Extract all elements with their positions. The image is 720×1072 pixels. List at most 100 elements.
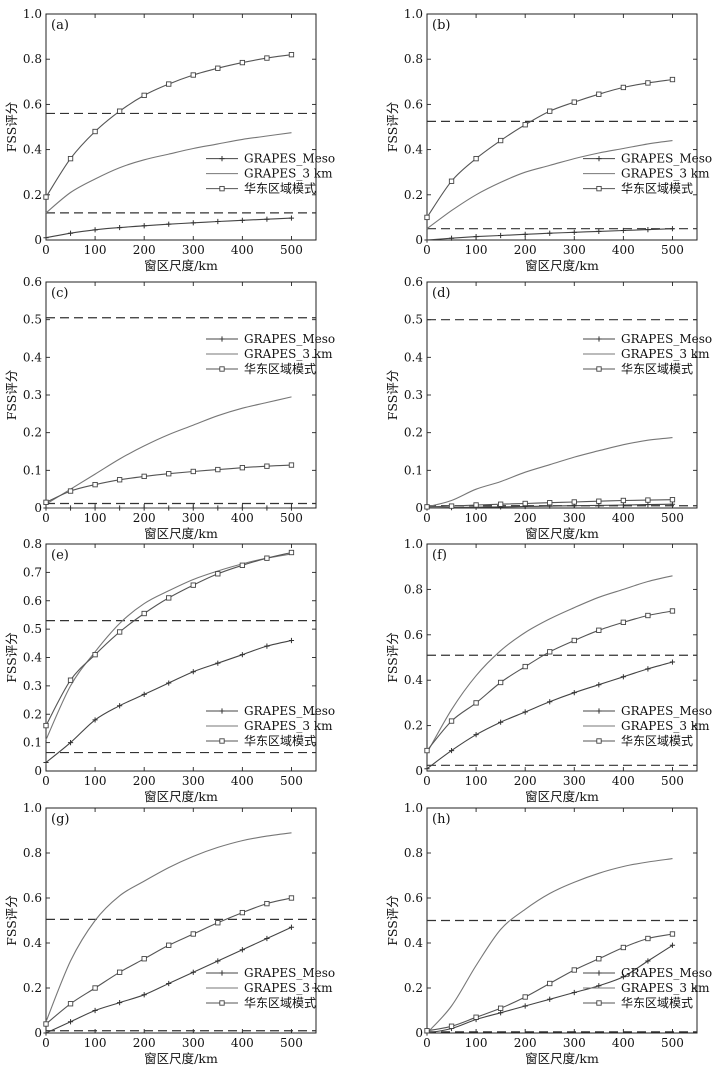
y-tick-label: 0.4 [23, 143, 42, 157]
x-tick-label: 200 [133, 511, 156, 525]
legend-label-meso: GRAPES_Meso [621, 704, 712, 718]
data-point-east-china [67, 677, 74, 683]
y-tick-label: 1.0 [23, 7, 42, 21]
data-point-meso [43, 235, 49, 241]
plot-frame [45, 807, 317, 1034]
y-tick-label: 0.4 [404, 350, 423, 364]
y-tick-label: 0 [34, 764, 42, 778]
y-tick-label: 0.1 [404, 463, 423, 477]
data-point-meso [669, 942, 676, 948]
x-tick-label: 200 [133, 1036, 156, 1050]
data-point-east-china [141, 473, 147, 480]
panel-label: (a) [51, 18, 69, 33]
plot-frame [45, 13, 317, 241]
data-point-east-china [571, 99, 577, 105]
data-point-meso [473, 732, 479, 738]
legend-label-east-china: 华东区域模式 [244, 734, 316, 748]
data-point-east-china [448, 718, 455, 724]
data-point-meso [166, 680, 172, 686]
data-point-east-china [264, 900, 270, 907]
legend-label-3km: GRAPES_3 km [244, 167, 333, 181]
series-line-3km [426, 140, 673, 230]
y-tick-label: 0 [34, 233, 42, 247]
y-tick-label: 0.4 [404, 143, 423, 157]
data-point-east-china [669, 931, 676, 937]
data-point-meso [620, 227, 626, 234]
x-tick-label: 400 [612, 1036, 635, 1050]
legend-label-meso: GRAPES_Meso [244, 152, 335, 166]
x-tick-label: 300 [563, 243, 586, 257]
y-tick-label: 0.2 [404, 719, 423, 733]
data-point-east-china [547, 500, 553, 506]
data-point-east-china [522, 994, 528, 1000]
data-point-meso [620, 974, 626, 980]
legend-label-meso: GRAPES_Meso [244, 966, 335, 980]
data-point-meso [645, 502, 651, 508]
data-point-east-china [43, 1021, 49, 1027]
x-axis-label: 窗区尺度/km [525, 258, 599, 273]
data-point-east-china [596, 956, 602, 962]
data-point-east-china [288, 462, 295, 468]
data-point-meso [166, 980, 172, 987]
y-tick-label: 0.2 [23, 426, 42, 440]
data-point-meso [288, 637, 295, 644]
plot-frame [426, 13, 698, 241]
data-point-meso [571, 989, 577, 996]
x-tick-label: 400 [231, 243, 254, 257]
y-tick-label: 0.6 [404, 628, 423, 642]
data-point-east-china [448, 178, 455, 184]
y-tick-label: 0.1 [23, 736, 42, 750]
x-tick-label: 200 [514, 243, 537, 257]
y-tick-label: 0.5 [404, 313, 423, 327]
panel-label: (g) [51, 812, 69, 827]
data-point-meso [620, 674, 626, 680]
data-point-meso [141, 223, 147, 229]
x-tick-label: 200 [133, 774, 156, 788]
data-point-east-china [547, 980, 553, 987]
data-point-east-china [141, 610, 147, 617]
legend-marker-east-china [596, 366, 602, 372]
x-tick-label: 100 [465, 774, 488, 788]
data-point-east-china [473, 502, 479, 508]
data-point-east-china [215, 920, 221, 926]
legend-label-east-china: 华东区域模式 [244, 996, 316, 1010]
y-tick-label: 0.6 [23, 275, 42, 289]
data-point-east-china [215, 571, 221, 577]
data-point-meso [522, 1003, 528, 1009]
data-point-meso [669, 501, 676, 507]
y-tick-label: 0.8 [23, 537, 42, 551]
x-axis-label: 窗区尺度/km [144, 526, 218, 541]
x-tick-label: 400 [612, 774, 635, 788]
x-tick-label: 0 [423, 243, 431, 257]
legend-label-east-china: 华东区域模式 [621, 182, 693, 196]
legend-label-3km: GRAPES_3 km [621, 981, 710, 995]
y-tick-label: 0 [415, 501, 423, 515]
data-point-meso [498, 719, 504, 725]
data-point-meso [67, 230, 74, 236]
legend-label-meso: GRAPES_Meso [621, 966, 712, 980]
x-tick-label: 500 [661, 1036, 684, 1050]
y-tick-label: 0 [415, 764, 423, 778]
data-point-east-china [264, 463, 270, 469]
x-tick-label: 300 [563, 511, 586, 525]
x-tick-label: 200 [133, 243, 156, 257]
y-tick-label: 1.0 [404, 7, 423, 21]
data-point-east-china [424, 747, 430, 754]
data-point-meso [67, 505, 74, 511]
x-axis-label: 窗区尺度/km [144, 789, 218, 804]
data-point-meso [498, 232, 504, 239]
data-point-meso [43, 759, 49, 766]
data-point-east-china [67, 155, 74, 162]
y-tick-label: 0.5 [23, 622, 42, 636]
data-point-meso [117, 505, 123, 511]
data-point-east-china [288, 52, 295, 58]
series-line-east-china [426, 78, 673, 218]
data-point-meso [43, 505, 49, 511]
data-point-east-china [669, 497, 676, 503]
y-tick-label: 0.6 [23, 594, 42, 608]
data-point-east-china [473, 1014, 479, 1020]
data-point-east-china [166, 595, 172, 601]
